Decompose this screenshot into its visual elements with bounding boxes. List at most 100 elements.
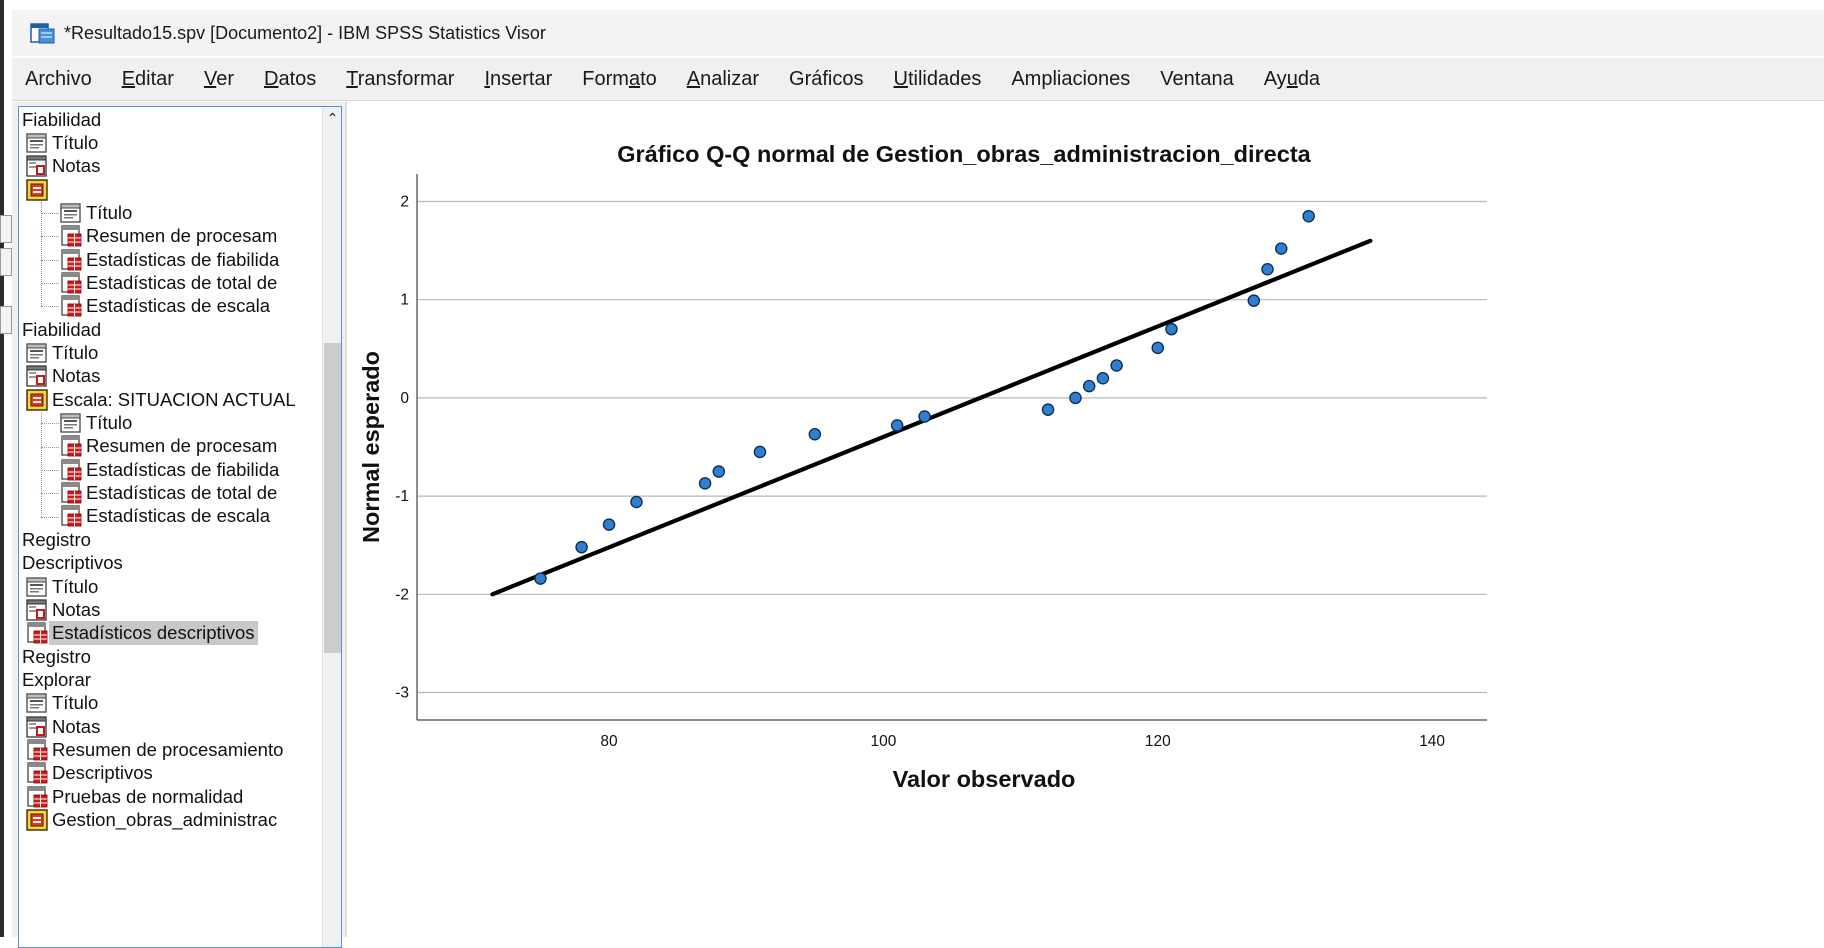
outline-item-label: Título	[49, 575, 101, 599]
data-point	[631, 496, 642, 507]
outline-item-label: Estadísticas de fiabilida	[83, 458, 282, 482]
scroll-up-icon[interactable]: ⌃	[323, 107, 342, 129]
edge-handle	[0, 306, 12, 334]
tree-connector	[41, 493, 59, 494]
window-left-edge	[0, 0, 12, 937]
x-tick-label: 120	[1145, 733, 1171, 750]
data-point	[699, 478, 710, 489]
table-icon	[59, 434, 83, 458]
y-tick-label: 0	[400, 390, 409, 407]
scroll-thumb[interactable]	[324, 343, 341, 653]
data-point	[603, 519, 614, 530]
x-tick-label: 80	[600, 733, 618, 750]
window-edge-bar	[0, 0, 4, 937]
outline-item[interactable]	[25, 176, 55, 203]
outline-item-label: Título	[49, 691, 101, 715]
menu-archivo[interactable]: Archivo	[12, 68, 109, 91]
x-tick-label: 140	[1419, 733, 1445, 750]
data-point	[535, 573, 546, 584]
menu-utilidades[interactable]: Utilidades	[880, 68, 998, 91]
outline-item-label: Registro	[19, 645, 94, 669]
tree-connector	[41, 236, 59, 237]
outline-item-label: Resumen de procesam	[83, 224, 280, 248]
outline-item-label: Resumen de procesamiento	[49, 738, 286, 762]
y-tick-label: -3	[395, 685, 409, 702]
y-tick-label: -2	[395, 586, 409, 603]
outline-item-label: Estadísticos descriptivos	[49, 621, 258, 645]
table-icon	[59, 248, 83, 272]
table-icon	[59, 294, 83, 318]
y-tick-label: -1	[395, 488, 409, 505]
outline-item-label: Estadísticas de fiabilida	[83, 248, 282, 272]
data-point	[713, 466, 724, 477]
data-point	[1111, 360, 1122, 371]
edge-handle	[0, 248, 12, 276]
menu-graficos[interactable]: Gráficos	[776, 68, 880, 91]
outline-frame: Fiabilidad Título Notas Título Resumen de pr…	[18, 106, 342, 948]
y-axis-label: Normal esperado	[358, 351, 384, 543]
outline-item[interactable]: Gestion_obras_administrac	[25, 807, 280, 834]
table-icon	[25, 621, 49, 645]
data-point	[1070, 392, 1081, 403]
outline-item-label: Título	[83, 201, 135, 225]
outline-item-label: Descriptivos	[49, 761, 156, 785]
outline-scrollbar[interactable]: ⌃	[322, 107, 342, 947]
outline-item-label: Fiabilidad	[19, 108, 104, 132]
data-point	[809, 429, 820, 440]
menu-ayuda[interactable]: Ayuda	[1251, 68, 1337, 91]
menu-ver[interactable]: Ver	[191, 68, 251, 91]
menu-ampliaciones[interactable]: Ampliaciones	[998, 68, 1147, 91]
table-icon	[59, 458, 83, 482]
tree-connector	[41, 517, 59, 518]
menu-datos[interactable]: Datos	[251, 68, 333, 91]
menu-editar[interactable]: Editar	[109, 68, 191, 91]
outline-item-label: Título	[83, 411, 135, 435]
menu-analizar[interactable]: Analizar	[674, 68, 776, 91]
menu-transformar[interactable]: Transformar	[333, 68, 471, 91]
tree-connector	[41, 260, 59, 261]
data-point	[919, 411, 930, 422]
menu-ventana[interactable]: Ventana	[1147, 68, 1250, 91]
table-icon	[59, 504, 83, 528]
outline-item-label: Título	[49, 341, 101, 365]
data-point	[754, 446, 765, 457]
title-icon	[25, 131, 49, 155]
tree-connector	[41, 306, 59, 307]
title-icon	[25, 691, 49, 715]
menu-formato[interactable]: Formato	[569, 68, 673, 91]
spss-viewer-icon	[30, 21, 56, 45]
title-icon	[25, 575, 49, 599]
chart-title: Gráfico Q-Q normal de Gestion_obras_admi…	[617, 141, 1311, 167]
window-title: *Resultado15.spv [Documento2] - IBM SPSS…	[64, 23, 546, 44]
folder-icon	[25, 178, 49, 202]
menu-insertar[interactable]: Insertar	[471, 68, 569, 91]
qq-plot[interactable]: 2 1 0 -1 -2 -3 80 100 120 140 Gráfico Q-Q normal d…	[347, 102, 1824, 937]
outline-item-label: Fiabilidad	[19, 318, 104, 342]
y-tick-label: 1	[400, 292, 409, 309]
data-point	[1042, 404, 1053, 415]
outline-pane: Fiabilidad Título Notas Título Resumen de pr…	[12, 102, 345, 937]
outline-item-label: Gestion_obras_administrac	[49, 808, 280, 832]
table-icon	[25, 738, 49, 762]
x-axis-label: Valor observado	[893, 766, 1076, 792]
x-tick-label: 100	[870, 733, 896, 750]
table-icon	[59, 481, 83, 505]
notes-icon	[25, 598, 49, 622]
y-tick-label: 2	[400, 193, 409, 210]
reference-line	[492, 241, 1370, 595]
menu-bar: Archivo Editar Ver Datos Transformar Insertar…	[12, 58, 1824, 101]
table-icon	[25, 785, 49, 809]
tree-connector	[41, 213, 59, 214]
data-point	[1248, 295, 1259, 306]
tree-connector	[41, 202, 42, 306]
data-point	[892, 420, 903, 431]
title-icon	[25, 341, 49, 365]
outline-item-label: Notas	[49, 598, 103, 622]
notes-icon	[25, 154, 49, 178]
outline-item-label: Notas	[49, 154, 103, 178]
notes-icon	[25, 715, 49, 739]
edge-handle	[0, 215, 12, 243]
outline-item-label	[49, 189, 55, 191]
outline-item-label: Notas	[49, 364, 103, 388]
title-icon	[59, 201, 83, 225]
